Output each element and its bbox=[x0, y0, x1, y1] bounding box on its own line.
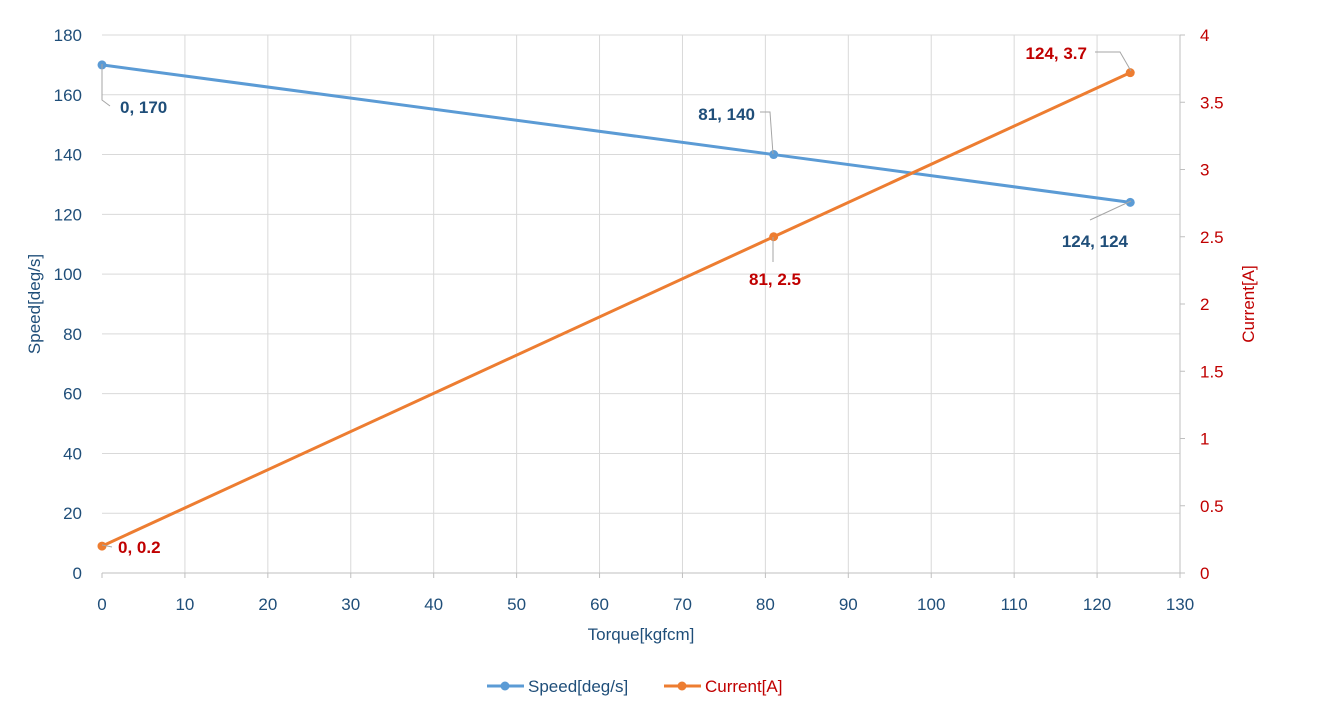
y-right-tick-labels: 0 0.5 1 1.5 2 2.5 3 3.5 4 bbox=[1200, 26, 1224, 583]
y-left-tick-label: 120 bbox=[54, 205, 82, 224]
x-tick-label: 30 bbox=[341, 595, 360, 614]
speed-label-leader bbox=[760, 111, 774, 155]
current-data-label: 0, 0.2 bbox=[118, 538, 161, 557]
x-tick-label: 130 bbox=[1166, 595, 1194, 614]
y-left-tick-label: 160 bbox=[54, 86, 82, 105]
x-tick-label: 20 bbox=[258, 595, 277, 614]
y-left-tick-label: 20 bbox=[63, 504, 82, 523]
y-left-tick-label: 60 bbox=[63, 385, 82, 404]
y-right-tick-label: 4 bbox=[1200, 26, 1209, 45]
speed-data-label: 81, 140 bbox=[698, 105, 755, 124]
gridlines bbox=[102, 34, 1181, 573]
speed-label-leader bbox=[1089, 200, 1132, 221]
y-right-tick-label: 2 bbox=[1200, 295, 1209, 314]
y-right-axis-title: Current[A] bbox=[1239, 265, 1258, 342]
x-tick-label: 40 bbox=[424, 595, 443, 614]
legend: Speed[deg/s] Current[A] bbox=[487, 677, 782, 696]
y-left-tick-label: 100 bbox=[54, 265, 82, 284]
x-tick-label: 50 bbox=[507, 595, 526, 614]
x-axis-title: Torque[kgfcm] bbox=[588, 625, 695, 644]
x-tick-labels: 0 10 20 30 40 50 60 70 80 90 100 110 120 130 bbox=[97, 595, 1194, 614]
y-right-tick-label: 3.5 bbox=[1200, 93, 1224, 112]
x-tick-label: 100 bbox=[917, 595, 945, 614]
y-right-tick-label: 0.5 bbox=[1200, 497, 1224, 516]
x-tick-label: 0 bbox=[97, 595, 106, 614]
x-tick-label: 120 bbox=[1083, 595, 1111, 614]
current-data-label: 124, 3.7 bbox=[1026, 44, 1087, 63]
y-right-tick-label: 2.5 bbox=[1200, 228, 1224, 247]
y-left-tick-label: 140 bbox=[54, 146, 82, 165]
speed-data-label: 124, 124 bbox=[1062, 232, 1129, 251]
current-data-point bbox=[1125, 68, 1135, 78]
y-left-axis-title: Speed[deg/s] bbox=[25, 254, 44, 354]
x-tick-label: 80 bbox=[756, 595, 775, 614]
series-lines bbox=[97, 60, 1135, 551]
y-right-tick-label: 1 bbox=[1200, 430, 1209, 449]
y-left-tick-label: 0 bbox=[73, 564, 82, 583]
current-data-point bbox=[769, 232, 779, 242]
x-tick-label: 10 bbox=[175, 595, 194, 614]
y-left-tick-label: 40 bbox=[63, 444, 82, 463]
current-data-label: 81, 2.5 bbox=[749, 270, 801, 289]
data-label-leaders bbox=[101, 51, 1132, 548]
x-tick-label: 60 bbox=[590, 595, 609, 614]
x-tick-label: 70 bbox=[673, 595, 692, 614]
x-tick-label: 110 bbox=[1001, 595, 1028, 614]
y-left-tick-labels: 0 20 40 60 80 100 120 140 160 180 bbox=[54, 26, 82, 583]
legend-speed-marker bbox=[500, 681, 510, 691]
speed-series-line bbox=[101, 63, 1131, 204]
legend-current-marker bbox=[677, 681, 687, 691]
speed-data-point bbox=[769, 150, 779, 160]
legend-speed-label: Speed[deg/s] bbox=[528, 677, 628, 696]
legend-current-label: Current[A] bbox=[705, 677, 782, 696]
y-right-tick-label: 1.5 bbox=[1200, 362, 1224, 381]
current-label-leader bbox=[101, 544, 113, 548]
axes bbox=[101, 34, 1185, 578]
y-right-tick-label: 3 bbox=[1200, 161, 1209, 180]
x-tick-label: 90 bbox=[839, 595, 858, 614]
y-left-tick-label: 80 bbox=[63, 325, 82, 344]
speed-data-label: 0, 170 bbox=[120, 98, 167, 117]
current-series-line bbox=[101, 71, 1131, 548]
speed-data-point bbox=[1125, 197, 1135, 207]
y-right-tick-label: 0 bbox=[1200, 564, 1209, 583]
y-left-tick-label: 180 bbox=[54, 26, 82, 45]
current-data-point bbox=[97, 541, 107, 551]
current-label-leader bbox=[1095, 51, 1132, 72]
speed-label-leader bbox=[101, 64, 111, 107]
data-labels: 0, 170 81, 140 124, 124 0, 0.2 81, 2.5 124, 3… bbox=[118, 44, 1129, 557]
